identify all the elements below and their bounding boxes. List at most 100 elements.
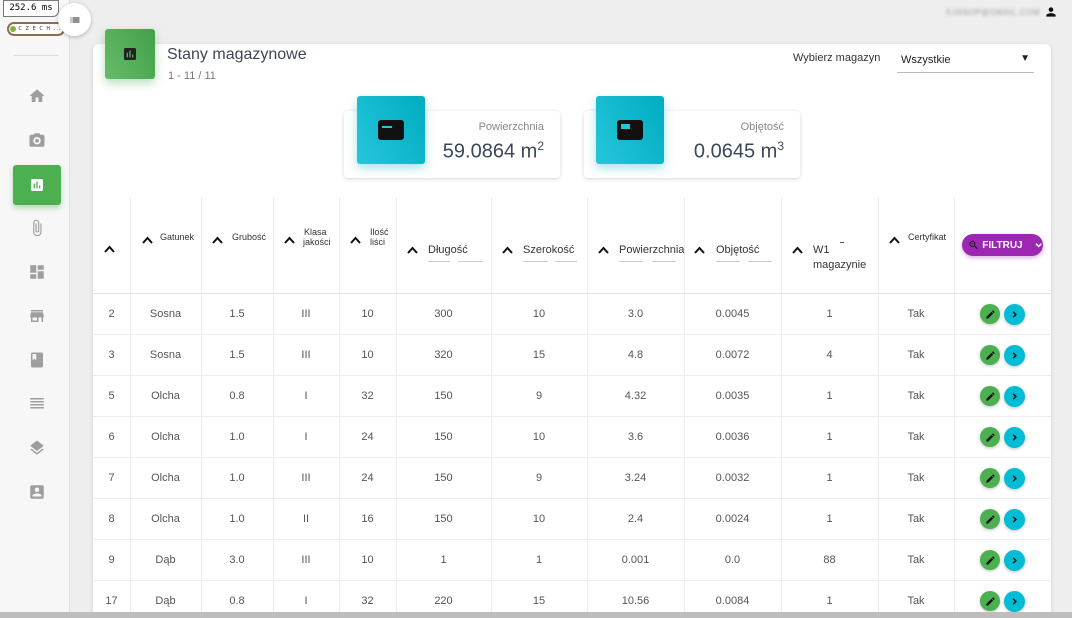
- filter-button[interactable]: FILTRUJ: [962, 234, 1043, 256]
- edit-button[interactable]: [980, 509, 1000, 529]
- edit-button[interactable]: [980, 591, 1000, 611]
- sort-ilosc-icon[interactable]: [350, 236, 361, 244]
- sidebar-item-store[interactable]: [13, 296, 61, 336]
- pencil-icon: [985, 432, 995, 442]
- sort-objetosc-icon[interactable]: [694, 246, 705, 254]
- sort-grubosc-icon[interactable]: [212, 236, 223, 244]
- details-button[interactable]: [1004, 591, 1025, 612]
- timing-badge: 252.6 ms: [3, 0, 59, 17]
- record-range: 1 - 11 / 11: [168, 70, 216, 82]
- sort-certyfikat-icon[interactable]: [889, 236, 900, 244]
- details-button[interactable]: [1004, 345, 1025, 366]
- cell-klasa: III: [301, 554, 311, 566]
- camera-icon: [29, 133, 45, 147]
- cell-certyfikat: Tak: [907, 349, 925, 361]
- header-magazyn-line2[interactable]: magazynie: [813, 259, 867, 271]
- sort-szerokosc-icon[interactable]: [502, 246, 513, 254]
- cell-dlugosc: 320: [434, 349, 453, 361]
- edit-button[interactable]: [980, 550, 1000, 570]
- table-header: [93, 197, 1051, 294]
- cell-id: 17: [105, 595, 118, 607]
- chevron-right-icon: [1012, 475, 1017, 482]
- edit-button[interactable]: [980, 468, 1000, 488]
- company-logo[interactable]: C Z E C H ...: [7, 22, 65, 36]
- zoom-filter-icon: [969, 240, 978, 249]
- header-ilosc-line2[interactable]: liści: [370, 237, 385, 247]
- sidebar-item-book[interactable]: [13, 340, 61, 380]
- column-divider: [339, 197, 340, 618]
- cell-id: 9: [108, 554, 115, 566]
- cell-grubosc: 3.0: [229, 554, 245, 566]
- edit-button[interactable]: [980, 304, 1000, 324]
- cell-powierzchnia: 4.32: [624, 390, 647, 402]
- sort-powierzchnia-icon[interactable]: [598, 246, 609, 254]
- cell-ilosc: 32: [361, 595, 374, 607]
- table-row[interactable]: 6 Olcha 1.0 I 24 150 10 3.6 0.0036 1 Tak: [93, 417, 1051, 458]
- header-powierzchnia[interactable]: Powierzchnia: [619, 244, 685, 256]
- sidebar-item-attachments[interactable]: [13, 208, 61, 248]
- header-certyfikat[interactable]: Certyfikat: [908, 232, 947, 242]
- header-objetosc[interactable]: Objętość: [716, 244, 760, 256]
- sort-id-icon[interactable]: [104, 245, 115, 253]
- header-gatunek[interactable]: Gatunek: [160, 232, 195, 242]
- table-row[interactable]: 17 Dąb 0.8 I 32 220 15 10.56 0.0084 1 Tak: [93, 581, 1051, 618]
- page-title: Stany magazynowe: [167, 46, 307, 63]
- user-account-icon[interactable]: [1044, 5, 1058, 24]
- edit-button[interactable]: [980, 345, 1000, 365]
- details-button[interactable]: [1004, 509, 1025, 530]
- stat-volume-label: Objętość: [740, 121, 784, 133]
- table-row[interactable]: 9 Dąb 3.0 III 10 1 1 0.001 0.0 88 Tak: [93, 540, 1051, 581]
- cell-dlugosc: 220: [434, 595, 453, 607]
- sidebar-item-camera[interactable]: [13, 120, 61, 160]
- table-row[interactable]: 2 Sosna 1.5 III 10 300 10 3.0 0.0045 1 Tak: [93, 294, 1051, 335]
- details-button[interactable]: [1004, 304, 1025, 325]
- details-button[interactable]: [1004, 550, 1025, 571]
- header-magazyn-dash: [840, 242, 844, 243]
- header-grubosc[interactable]: Grubość: [232, 232, 267, 242]
- cell-ilosc: 10: [361, 308, 374, 320]
- sidebar-item-stock[interactable]: [13, 165, 61, 205]
- header-magazyn-line1[interactable]: W1: [813, 244, 830, 256]
- sidebar-item-layers[interactable]: [13, 428, 61, 468]
- book-icon: [31, 352, 43, 368]
- header-szerokosc[interactable]: Szerokość: [523, 244, 575, 256]
- table-row[interactable]: 8 Olcha 1.0 II 16 150 10 2.4 0.0024 1 Tak: [93, 499, 1051, 540]
- store-icon: [30, 310, 44, 322]
- table-row[interactable]: 5 Olcha 0.8 I 32 150 9 4.32 0.0035 1 Tak: [93, 376, 1051, 417]
- table-row[interactable]: 7 Olcha 1.0 III 24 150 9 3.24 0.0032 1 Tak: [93, 458, 1051, 499]
- sidebar-item-dashboard[interactable]: [13, 252, 61, 292]
- header-klasa-line1[interactable]: Klasa: [304, 227, 327, 237]
- sort-klasa-icon[interactable]: [284, 236, 295, 244]
- cell-klasa: III: [301, 308, 311, 320]
- sort-gatunek-icon[interactable]: [142, 236, 153, 244]
- user-email[interactable]: KJANOP@GMAIL.COM: [946, 8, 1040, 17]
- warehouse-select[interactable]: Wszystkie ▼: [897, 46, 1034, 73]
- sidebar-item-home[interactable]: [13, 76, 61, 116]
- cell-ilosc: 32: [361, 390, 374, 402]
- header-klasa-line2[interactable]: jakości: [303, 237, 331, 247]
- sidebar-item-contacts[interactable]: [13, 472, 61, 512]
- column-divider: [684, 197, 685, 618]
- cell-powierzchnia: 2.4: [627, 513, 644, 525]
- details-button[interactable]: [1004, 468, 1025, 489]
- cell-szerokosc: 15: [532, 349, 546, 361]
- sort-magazyn-icon[interactable]: [792, 246, 803, 254]
- cell-dlugosc: 150: [434, 390, 453, 402]
- details-button[interactable]: [1004, 427, 1025, 448]
- cell-magazyn: 1: [826, 595, 833, 607]
- chevron-right-icon: [1012, 352, 1017, 359]
- cell-magazyn: 88: [823, 554, 836, 566]
- header-ilosc-line1[interactable]: Ilość: [370, 227, 389, 237]
- sidebar-item-list[interactable]: [13, 384, 61, 424]
- sort-dlugosc-icon[interactable]: [407, 246, 418, 254]
- sidebar-toggle-button[interactable]: [58, 3, 91, 36]
- edit-button[interactable]: [980, 386, 1000, 406]
- cell-magazyn: 1: [826, 431, 833, 443]
- column-divider: [130, 197, 131, 618]
- table-row[interactable]: 3 Sosna 1.5 III 10 320 15 4.8 0.0072 4 Tak: [93, 335, 1051, 376]
- cell-id: 3: [108, 349, 115, 361]
- stock-card: [93, 44, 1051, 618]
- details-button[interactable]: [1004, 386, 1025, 407]
- header-dlugosc[interactable]: Długość: [428, 244, 468, 256]
- edit-button[interactable]: [980, 427, 1000, 447]
